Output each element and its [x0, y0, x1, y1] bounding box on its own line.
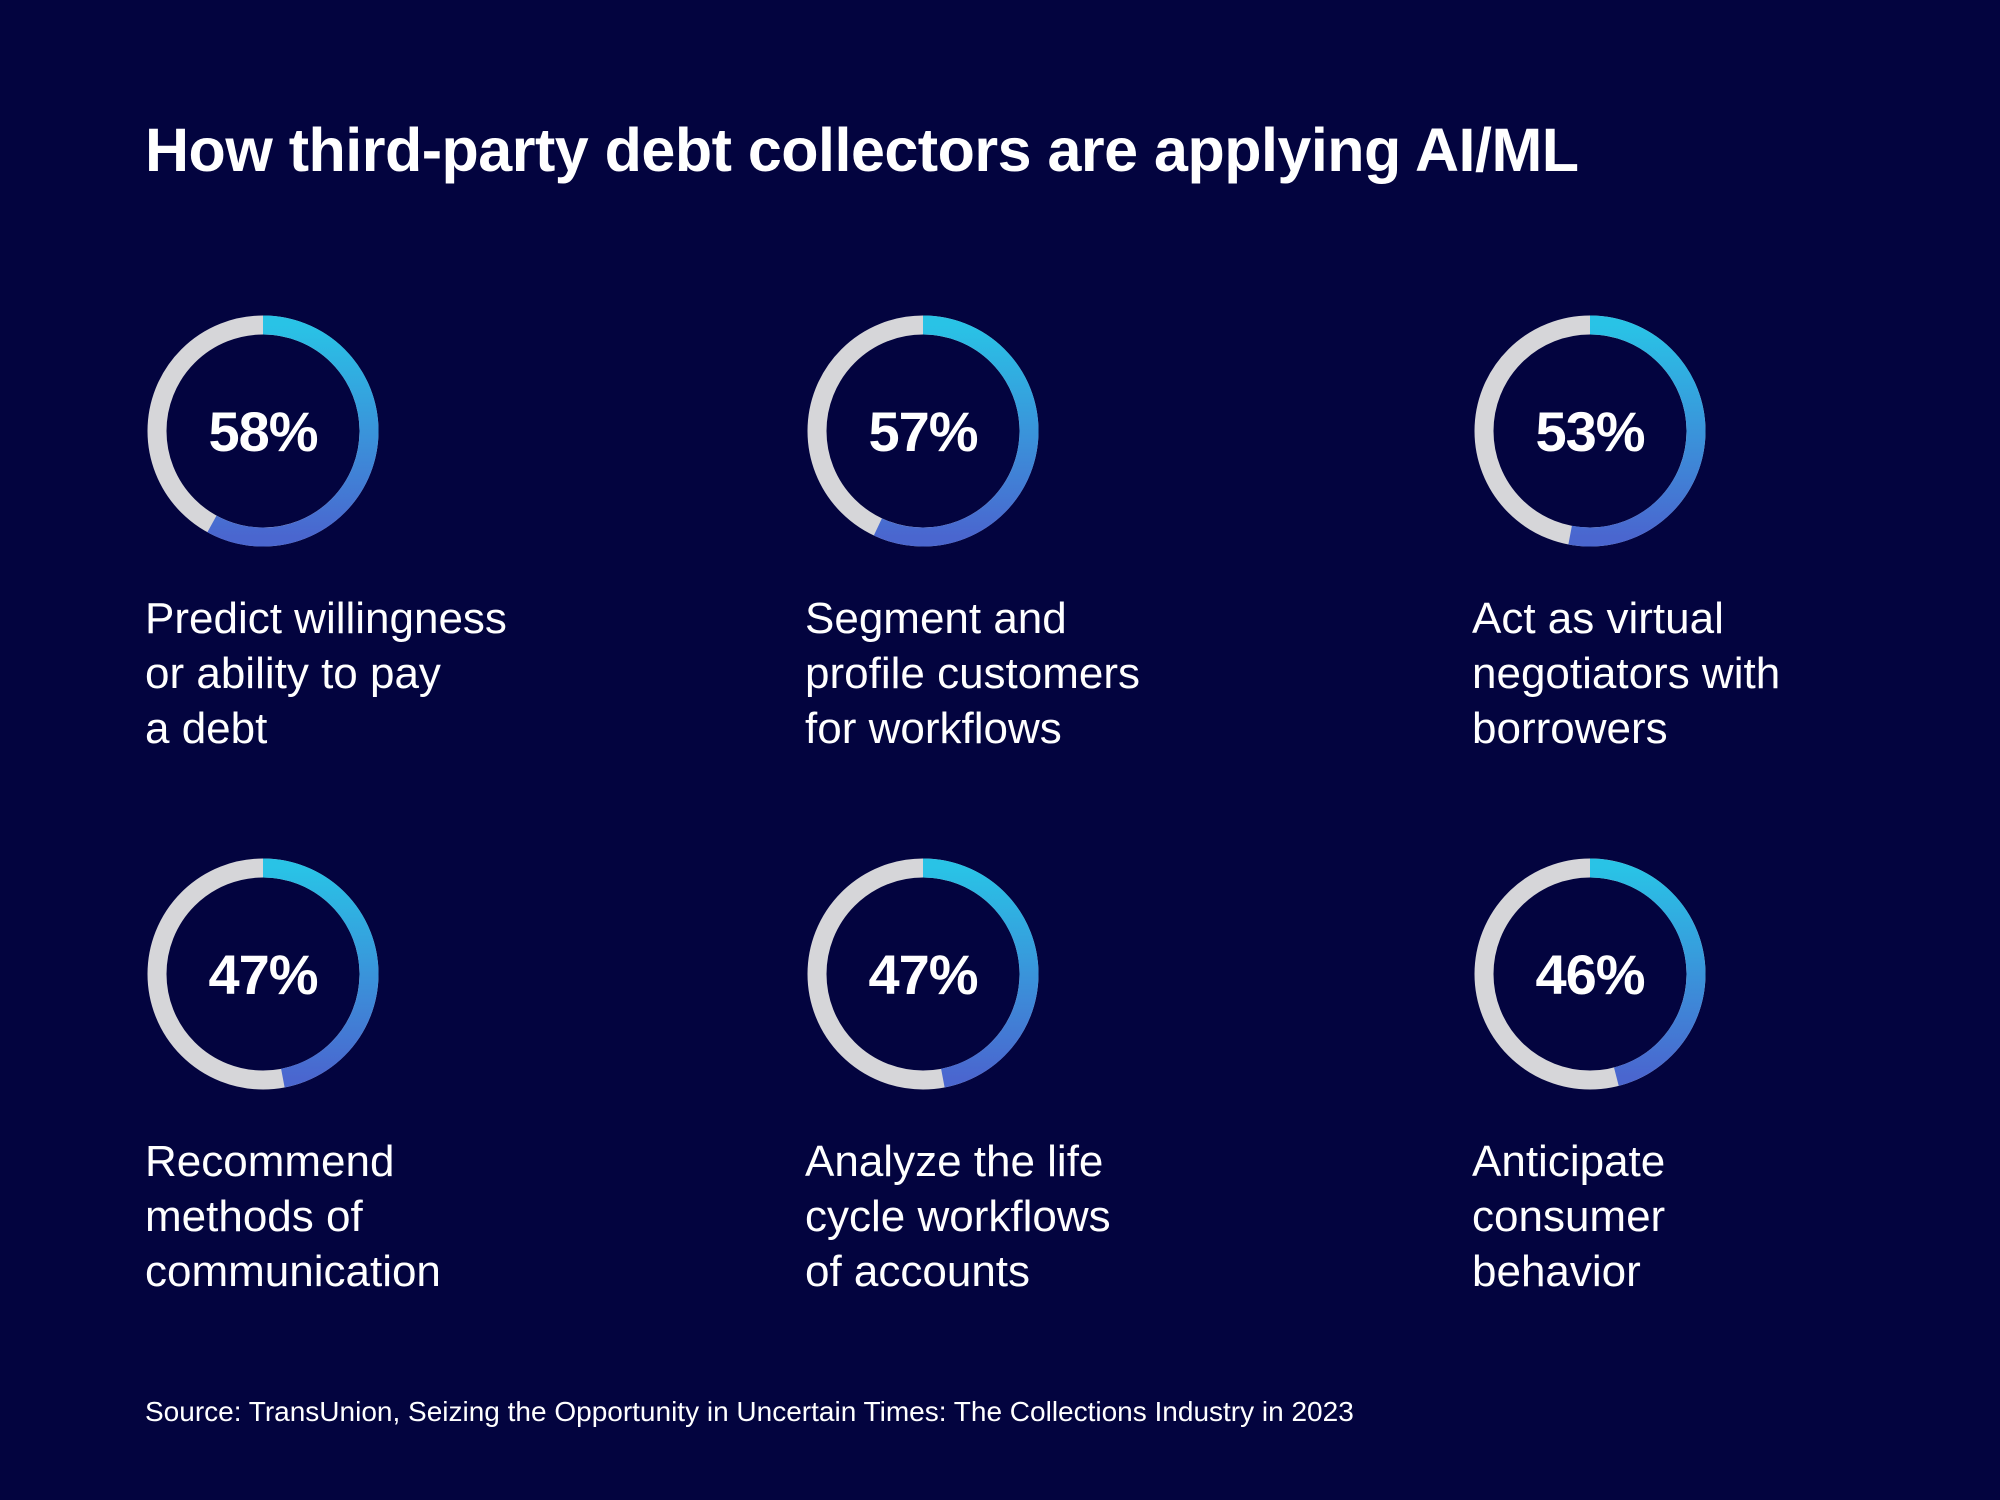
donut-item: 46% Anticipate consumer behavior [1472, 856, 1972, 1299]
donut-ring [807, 858, 1039, 1090]
donut-ring [1474, 315, 1706, 547]
donut-ring-container: 58% [145, 313, 381, 549]
source-note: Source: TransUnion, Seizing the Opportun… [145, 1396, 1354, 1427]
donut-item: 53% Act as virtual negotiators with borr… [1472, 313, 1972, 756]
donut-value-arc [207, 315, 379, 547]
donut-ring [147, 315, 379, 547]
donut-label: Segment and profile customers for workfl… [805, 594, 1141, 753]
donut-label: Anticipate consumer behavior [1472, 1137, 1666, 1296]
donut-label: Predict willingness or ability to pay a … [145, 594, 507, 753]
donut-value-arc [873, 315, 1039, 547]
donut-item: 58% Predict willingness or ability to pa… [145, 313, 645, 756]
donut-percent: 47% [868, 942, 978, 1006]
donut-value-arc [262, 858, 379, 1088]
donut-ring-container: 53% [1472, 313, 1708, 549]
donut-ring-container: 57% [805, 313, 1041, 549]
donut-item: 47% Analyze the life cycle workflows of … [805, 856, 1305, 1299]
donut-ring [1474, 858, 1706, 1090]
donut-ring-container: 47% [805, 856, 1041, 1092]
donut-label: Recommend methods of communication [145, 1137, 441, 1296]
donut-ring-container: 47% [145, 856, 381, 1092]
donut-percent: 57% [868, 399, 978, 463]
chart-title: How third-party debt collectors are appl… [145, 116, 1579, 184]
donut-percent: 53% [1535, 399, 1645, 463]
donut-item: 57% Segment and profile customers for wo… [805, 313, 1305, 756]
donut-percent: 46% [1535, 942, 1645, 1006]
donut-item: 47% Recommend methods of communication [145, 856, 645, 1299]
donut-ring-container: 46% [1472, 856, 1708, 1092]
donut-label: Analyze the life cycle workflows of acco… [805, 1137, 1111, 1296]
donut-value-arc [922, 858, 1039, 1088]
donut-label: Act as virtual negotiators with borrower… [1472, 594, 1781, 753]
donut-ring [147, 858, 379, 1090]
donut-percent: 47% [208, 942, 318, 1006]
donut-value-arc [1568, 315, 1706, 547]
donut-percent: 58% [208, 399, 318, 463]
donut-ring [807, 315, 1039, 547]
donut-value-arc [1589, 858, 1706, 1086]
